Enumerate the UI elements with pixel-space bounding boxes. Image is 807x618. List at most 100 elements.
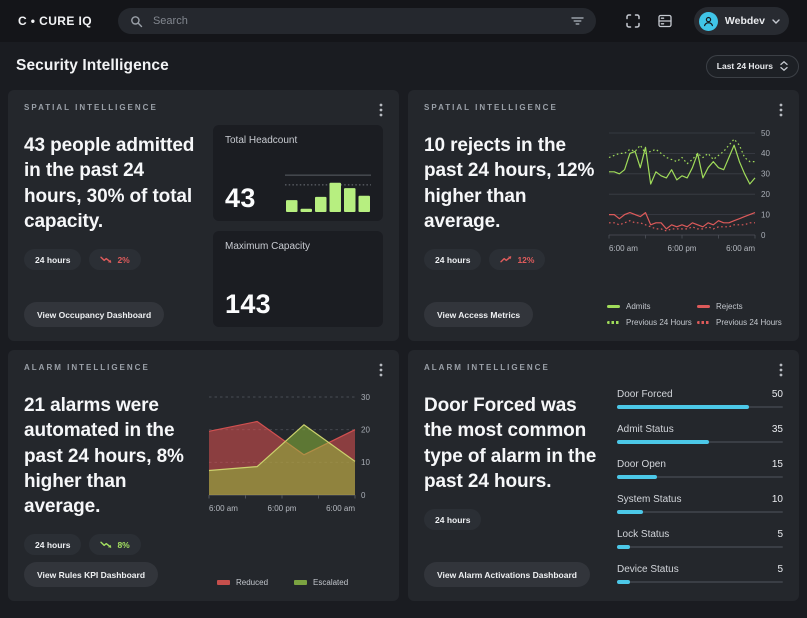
time-range-dropdown[interactable]: Last 24 Hours [705,54,799,78]
page-title: Security Intelligence [16,57,169,74]
svg-text:30: 30 [361,393,370,402]
legend-label: Previous 24 Hours [626,318,692,327]
legend-label: Rejects [716,302,743,311]
svg-text:20: 20 [361,425,370,434]
svg-text:6:00 pm: 6:00 pm [268,504,297,513]
panel-label: Total Headcount [225,135,298,146]
svg-text:10: 10 [361,458,370,467]
card-rules-kpi: ALARM INTELLIGENCE 21 alarms were automa… [8,350,399,601]
search-input[interactable] [150,14,563,28]
maximum-capacity-panel: Maximum Capacity 143 [213,231,383,327]
svg-text:10: 10 [761,210,770,219]
list-item: System Status 10 [617,494,783,514]
layout-panels-button[interactable] [658,14,672,28]
trend-value: 8% [117,539,130,550]
svg-text:6:00 am: 6:00 am [209,504,238,513]
list-item: Admit Status 35 [617,424,783,444]
bar-fill [617,545,631,549]
trend-value: 12% [517,254,535,265]
avatar [698,11,718,31]
alarm-type-value: 10 [771,494,783,505]
bar-fill [617,440,710,444]
card-category: ALARM INTELLIGENCE [424,363,550,372]
time-badge: 24 hours [424,249,482,271]
svg-text:6:00 am: 6:00 am [326,504,355,513]
bar-track [617,545,783,549]
kebab-icon [779,363,783,377]
reduced-escalated-area-chart: 0 10 20 30 6:00 am 6:00 pm 6:00 am [208,393,370,513]
search-icon [131,15,143,27]
alarm-type-label: Door Open [617,459,666,470]
bar-track [617,440,783,444]
person-icon [703,16,713,26]
stacked-rows-icon [658,14,672,28]
card-category: SPATIAL INTELLIGENCE [424,103,558,112]
list-item: Lock Status 5 [617,529,783,549]
alarm-type-value: 5 [777,564,783,575]
kebab-icon [379,363,383,377]
alarm-types-list: Door Forced 50 Admit Status 35 Door Open 15… [617,385,783,587]
card-category: ALARM INTELLIGENCE [24,363,150,372]
trend-down-icon [100,541,112,549]
chevron-down-icon [772,18,780,24]
search-bar[interactable] [117,8,596,34]
trend-value: 2% [117,254,130,265]
alarm-type-label: Device Status [617,564,679,575]
list-item: Door Forced 50 [617,389,783,409]
app-logo: C • CURE IQ [18,14,92,28]
time-badge: 24 hours [24,534,82,556]
alarm-type-value: 5 [777,529,783,540]
total-headcount-panel: Total Headcount 43 [213,125,383,221]
list-item: Door Open 15 [617,459,783,479]
legend-label: Reduced [236,578,269,587]
view-rules-kpi-dashboard-button[interactable]: View Rules KPI Dashboard [24,562,159,587]
page-title-bar: Security Intelligence Last 24 Hours [0,42,807,90]
list-item: Device Status 5 [617,564,783,584]
view-occupancy-dashboard-button[interactable]: View Occupancy Dashboard [24,302,165,327]
top-app-bar: C • CURE IQ [0,0,807,42]
trend-badge: 8% [89,534,141,556]
user-menu-button[interactable]: Webdev [693,7,789,35]
svg-text:6:00 am: 6:00 am [609,244,638,253]
svg-text:0: 0 [361,491,366,500]
time-badge: 24 hours [24,249,82,271]
bar-track [617,405,783,409]
trend-down-icon [100,256,112,263]
svg-text:6:00 am: 6:00 am [726,244,755,253]
svg-text:50: 50 [761,129,770,138]
card-category: SPATIAL INTELLIGENCE [24,103,158,112]
fullscreen-button[interactable] [626,14,640,28]
card-headline: 43 people admitted in the past 24 hours,… [24,135,195,232]
card-menu-button[interactable] [777,101,785,119]
bar-track [617,580,783,584]
unfold-icon [780,61,788,71]
alarm-type-label: Lock Status [617,529,670,540]
fullscreen-icon [626,14,640,28]
card-headline: 10 rejects in the past 24 hours, 12% hig… [424,135,595,232]
time-badge: 24 hours [424,509,482,531]
dashboard-grid: SPATIAL INTELLIGENCE 43 people admitted … [0,90,807,601]
card-menu-button[interactable] [377,101,385,119]
kebab-icon [779,103,783,117]
svg-text:30: 30 [761,170,770,179]
view-alarm-activations-dashboard-button[interactable]: View Alarm Activations Dashboard [424,562,590,587]
bar-track [617,510,783,514]
bar-track [617,475,783,479]
svg-text:20: 20 [761,190,770,199]
card-menu-button[interactable] [777,361,785,379]
svg-text:0: 0 [761,231,766,240]
card-headline: 21 alarms were automated in the past 24 … [24,395,184,518]
card-alarm-activations: ALARM INTELLIGENCE Door Forced was the m… [408,350,799,601]
svg-text:40: 40 [761,149,770,158]
legend-label: Previous 24 Hours [716,318,782,327]
alarm-type-value: 50 [771,389,783,400]
bar-fill [617,405,749,409]
view-access-metrics-button[interactable]: View Access Metrics [424,302,534,327]
alarm-type-label: Door Forced [617,389,673,400]
alarm-type-value: 15 [771,459,783,470]
card-menu-button[interactable] [377,361,385,379]
total-headcount-value: 43 [225,183,256,213]
filter-icon[interactable] [571,15,584,27]
svg-text:6:00 pm: 6:00 pm [668,244,697,253]
user-name: Webdev [724,15,765,27]
